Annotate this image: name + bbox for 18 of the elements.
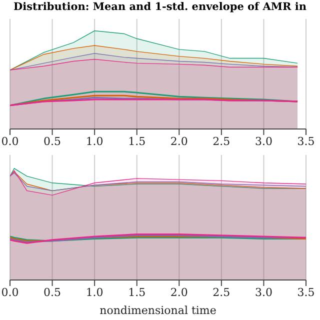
chart-title: Distribution: Mean and 1-std. envelope of AMR in [12,0,308,15]
x-tick-label: 2.0 [170,286,188,299]
x-axis-title: nondimensional time [100,304,216,317]
x-tick-label: 3.5 [297,286,315,299]
x-tick-label: 1.5 [128,134,146,148]
x-tick-label: 3.0 [254,286,272,299]
x-tick-label: 0.5 [44,286,62,299]
x-tick-label: 2.0 [170,134,188,148]
x-tick-label: 3.5 [297,134,315,148]
x-tick-label: 2.5 [212,134,230,148]
x-tick-label: 1.0 [86,286,104,299]
x-tick-label: 3.0 [254,134,272,148]
x-tick-label: 1.5 [128,286,146,299]
x-tick-label: 1.0 [86,134,104,148]
x-tick-label: 2.5 [212,286,230,299]
x-tick-label: 0.0 [1,134,19,148]
x-tick-label: 0.0 [1,286,19,299]
x-tick-label: 0.5 [44,134,62,148]
